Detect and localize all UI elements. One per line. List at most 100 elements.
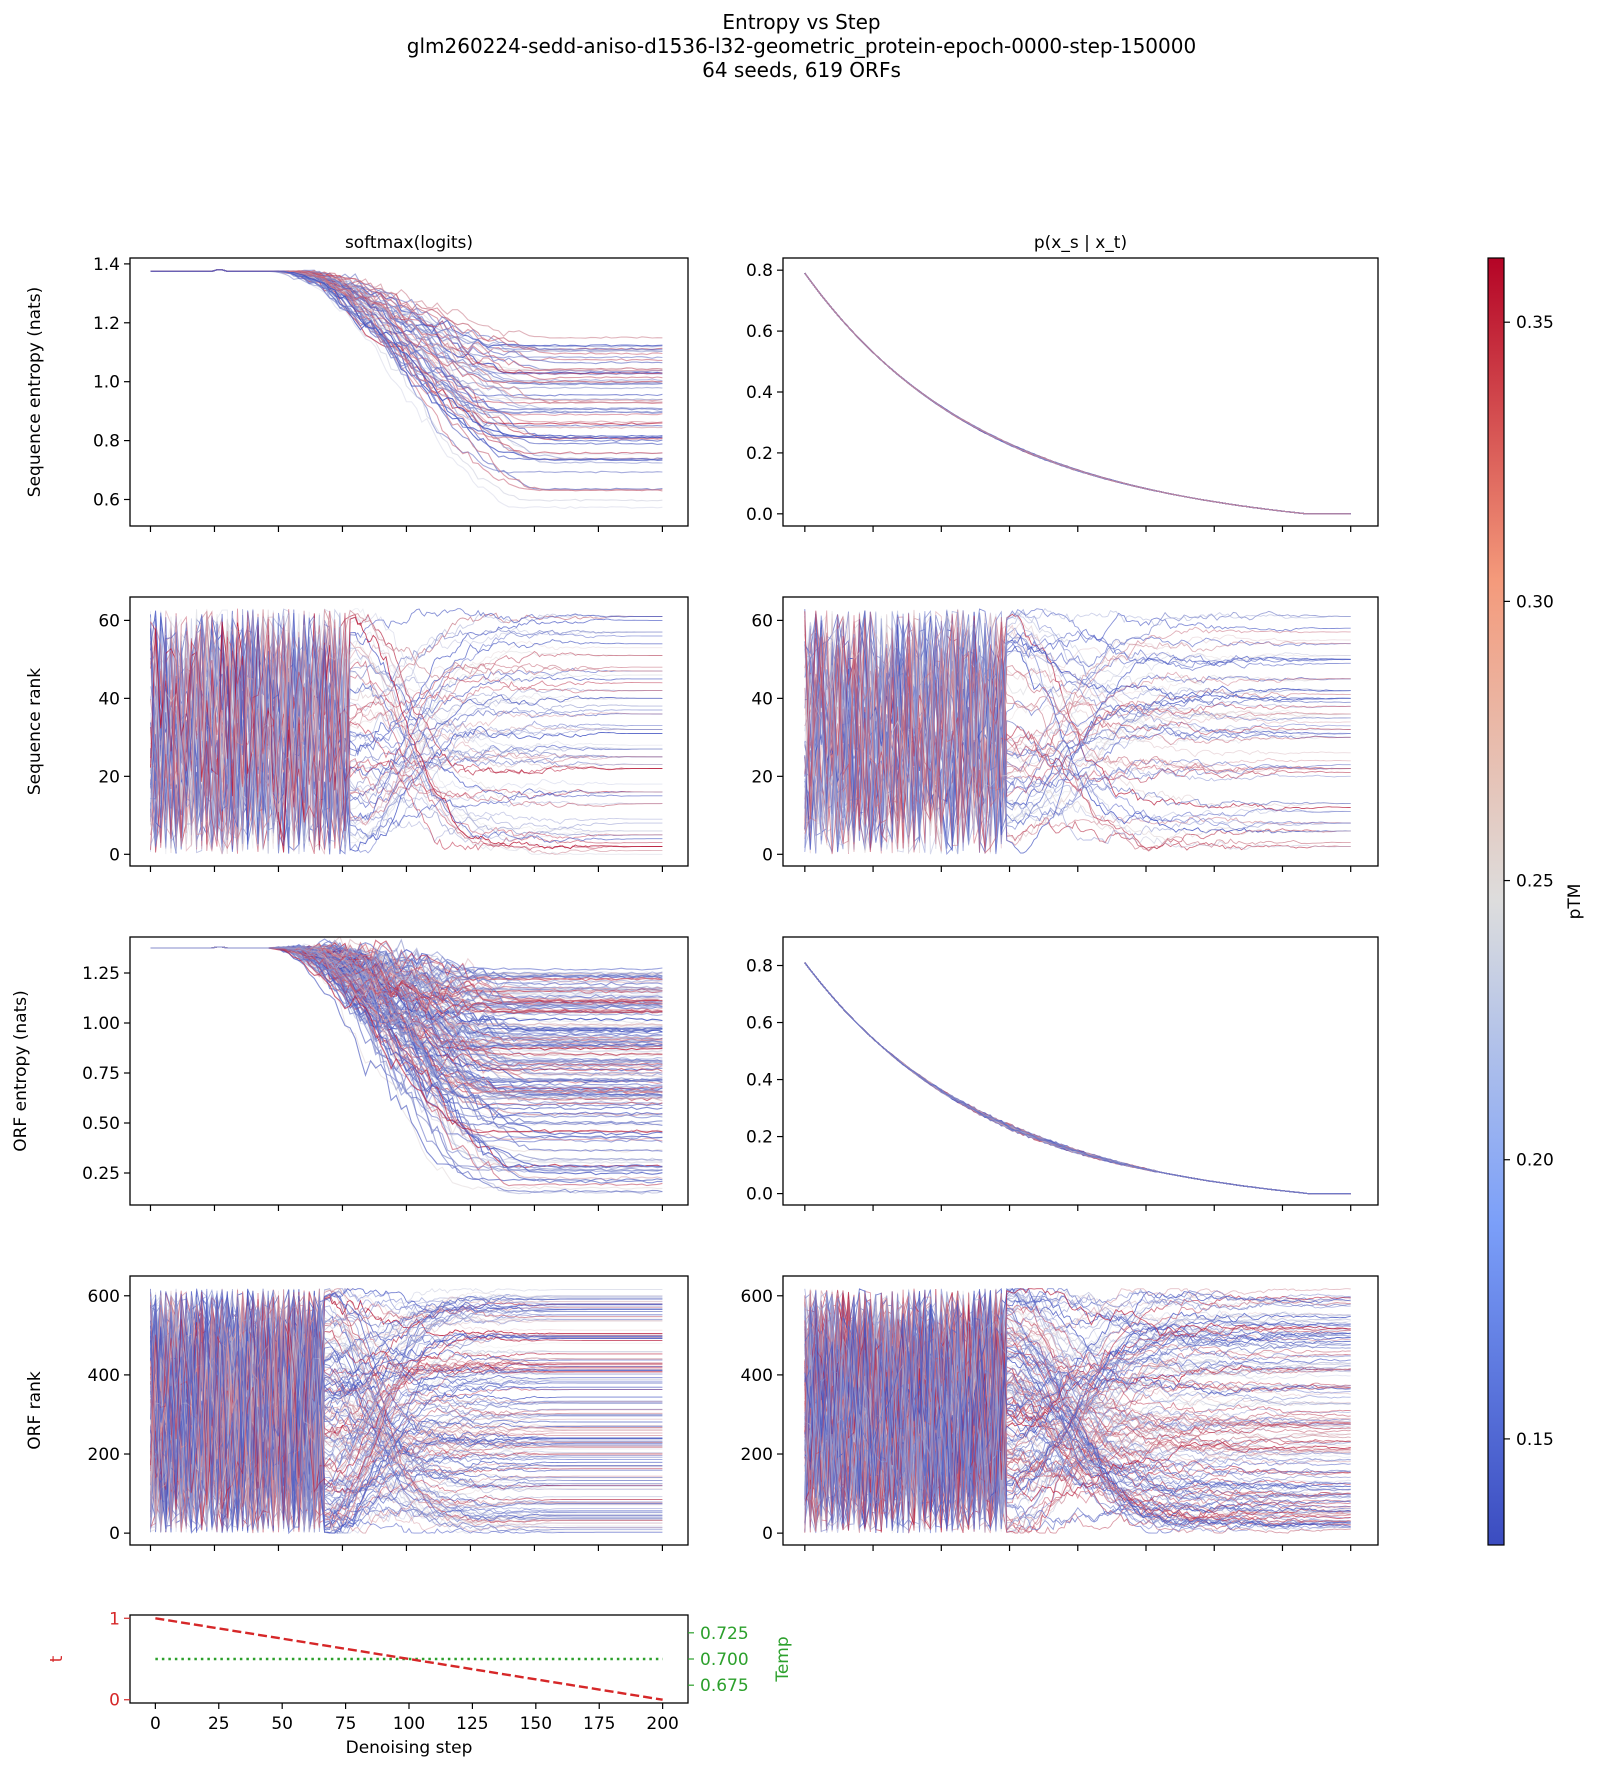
orf-entropy-posterior-series-23 xyxy=(804,962,1351,1195)
orf-rank-logits-series-113 xyxy=(150,1293,663,1534)
seq-entropy-posterior-series-20 xyxy=(804,272,1351,515)
seq-rank-posterior-series-2 xyxy=(804,621,1351,854)
orf-rank-posterior-ytick-label-200: 200 xyxy=(741,1445,773,1465)
orf-rank-posterior-series-154 xyxy=(804,1291,1351,1525)
orf-rank-logits-series-148 xyxy=(150,1291,663,1533)
seq-rank-posterior-series-19 xyxy=(804,620,1351,852)
orf-rank-posterior-series-157 xyxy=(804,1303,1351,1529)
orf-entropy-posterior-series-5 xyxy=(804,962,1351,1195)
orf-entropy-posterior-series-22 xyxy=(804,962,1351,1195)
orf-rank-posterior-series-146 xyxy=(804,1316,1351,1533)
seq-entropy-posterior-series-2 xyxy=(804,272,1351,515)
schedule-xtick-label-25: 25 xyxy=(208,1714,230,1734)
seq-rank-posterior-series-group xyxy=(804,608,1351,856)
seq-rank-logits-series-20 xyxy=(150,608,663,855)
orf-entropy-posterior-series-61 xyxy=(804,962,1351,1195)
orf-rank-posterior-series-153 xyxy=(804,1303,1351,1534)
seq-entropy-posterior-series-57 xyxy=(804,272,1351,515)
orf-entropy-posterior-series-51 xyxy=(804,962,1351,1195)
orf-entropy-posterior-series-63 xyxy=(804,962,1351,1195)
seq-entropy-posterior-series-30 xyxy=(804,272,1351,515)
orf-entropy-posterior-series-21 xyxy=(804,962,1351,1195)
orf-rank-logits-ytick-label-400: 400 xyxy=(88,1366,120,1386)
orf-rank-logits-ytick-label-0: 0 xyxy=(109,1524,120,1544)
orf-rank-logits-series-144 xyxy=(150,1291,663,1533)
seq-rank-logits-series-63 xyxy=(150,617,663,855)
figure-model-name: glm260224-sedd-aniso-d1536-l32-geometric… xyxy=(406,34,1197,58)
orf-entropy-posterior-series-86 xyxy=(804,962,1351,1195)
seq-rank-posterior-series-48 xyxy=(804,611,1351,835)
seq-entropy-posterior-series-group xyxy=(804,272,1351,515)
orf-entropy-posterior-series-80 xyxy=(804,962,1351,1195)
orf-rank-logits-series-145 xyxy=(150,1299,663,1530)
orf-rank-logits-series-group xyxy=(150,1287,663,1535)
orf-entropy-posterior-series-90 xyxy=(804,962,1351,1195)
orf-rank-posterior-series-159 xyxy=(804,1294,1351,1521)
seq-entropy-logits-ytick-label-0.6: 0.6 xyxy=(93,490,120,510)
orf-entropy-posterior-series-103 xyxy=(804,962,1351,1195)
orf-entropy-posterior-series-3 xyxy=(804,962,1351,1195)
orf-entropy-posterior-series-43 xyxy=(804,962,1351,1195)
orf-entropy-posterior-series-59 xyxy=(804,962,1351,1195)
orf-entropy-posterior-series-101 xyxy=(804,962,1351,1195)
orf-rank-logits-series-84 xyxy=(150,1289,663,1528)
orf-rank-logits-series-147 xyxy=(150,1301,663,1523)
seq-entropy-posterior-series-54 xyxy=(804,272,1351,515)
seq-rank-logits-series-group xyxy=(150,608,663,855)
seq-entropy-posterior-ytick-label-0.4: 0.4 xyxy=(746,383,773,403)
orf-entropy-posterior-series-57 xyxy=(804,962,1351,1195)
seq-rank-posterior-series-11 xyxy=(804,611,1351,854)
schedule-y2tick-label-2: 0.725 xyxy=(700,1624,749,1644)
orf-entropy-posterior-series-106 xyxy=(804,962,1351,1195)
seq-rank-logits-ylabel: Sequence rank xyxy=(25,668,45,795)
orf-entropy-posterior-axes: 0.0 0.2 0.4 0.6 0.8 xyxy=(746,936,1379,1211)
seq-entropy-logits-ylabel: Sequence entropy (nats) xyxy=(25,287,45,497)
orf-entropy-posterior-series-7 xyxy=(804,962,1351,1195)
orf-entropy-posterior-series-16 xyxy=(804,962,1351,1195)
seq-entropy-posterior-series-31 xyxy=(804,272,1351,515)
orf-entropy-posterior-series-70 xyxy=(804,962,1351,1195)
orf-rank-logits-series-67 xyxy=(150,1303,663,1529)
seq-rank-posterior-series-50 xyxy=(804,625,1351,853)
seq-rank-posterior-axes: 0 20 40 60 xyxy=(751,596,1379,872)
orf-entropy-posterior-series-0 xyxy=(804,962,1351,1195)
orf-entropy-posterior-series-2 xyxy=(804,962,1351,1195)
seq-entropy-posterior-series-11 xyxy=(804,272,1351,515)
orf-rank-logits-series-158 xyxy=(150,1307,663,1529)
orf-entropy-posterior-series-83 xyxy=(804,962,1351,1195)
orf-entropy-posterior-series-92 xyxy=(804,962,1351,1195)
orf-rank-posterior-ytick-label-400: 400 xyxy=(741,1366,773,1386)
orf-entropy-posterior-series-53 xyxy=(804,962,1351,1195)
seq-rank-logits-series-32 xyxy=(150,623,663,854)
seq-entropy-posterior-series-8 xyxy=(804,272,1351,515)
orf-entropy-posterior-series-112 xyxy=(804,962,1351,1195)
schedule-y2tick-label-1: 0.700 xyxy=(700,1650,749,1670)
orf-rank-logits-series-159 xyxy=(150,1298,663,1532)
seq-entropy-logits-series-41 xyxy=(150,269,663,416)
seq-entropy-posterior-series-29 xyxy=(804,272,1351,515)
seq-rank-logits-ytick-label-60: 60 xyxy=(98,611,120,631)
seq-entropy-posterior-series-38 xyxy=(804,272,1351,515)
orf-rank-posterior-series-142 xyxy=(804,1290,1351,1526)
orf-rank-posterior-series-132 xyxy=(804,1293,1351,1534)
seq-entropy-logits-series-38 xyxy=(150,269,663,429)
orf-rank-posterior-series-156 xyxy=(804,1288,1351,1533)
orf-rank-logits-series-140 xyxy=(150,1301,663,1533)
orf-rank-posterior-series-126 xyxy=(804,1288,1351,1525)
orf-entropy-posterior-series-109 xyxy=(804,962,1351,1195)
seq-entropy-posterior-ytick-label-0.6: 0.6 xyxy=(746,322,773,342)
seq-rank-posterior-series-51 xyxy=(804,610,1351,849)
seq-entropy-posterior-series-43 xyxy=(804,272,1351,515)
colorbar-tick-label-1: 0.20 xyxy=(1516,1151,1554,1171)
orf-rank-logits-series-101 xyxy=(150,1291,663,1526)
seq-entropy-logits-series-63 xyxy=(150,269,663,438)
orf-entropy-posterior-series-68 xyxy=(804,962,1351,1195)
seq-entropy-posterior-series-3 xyxy=(804,272,1351,515)
orf-entropy-posterior-ytick-label-0.6: 0.6 xyxy=(746,1014,773,1034)
seq-entropy-posterior-series-18 xyxy=(804,272,1351,515)
orf-entropy-posterior-series-50 xyxy=(804,962,1351,1195)
orf-entropy-posterior-series-27 xyxy=(804,962,1351,1195)
seq-rank-logits-ytick-label-40: 40 xyxy=(98,689,120,709)
orf-rank-logits-series-149 xyxy=(150,1290,663,1526)
schedule-y2label: Temp xyxy=(773,1636,793,1682)
